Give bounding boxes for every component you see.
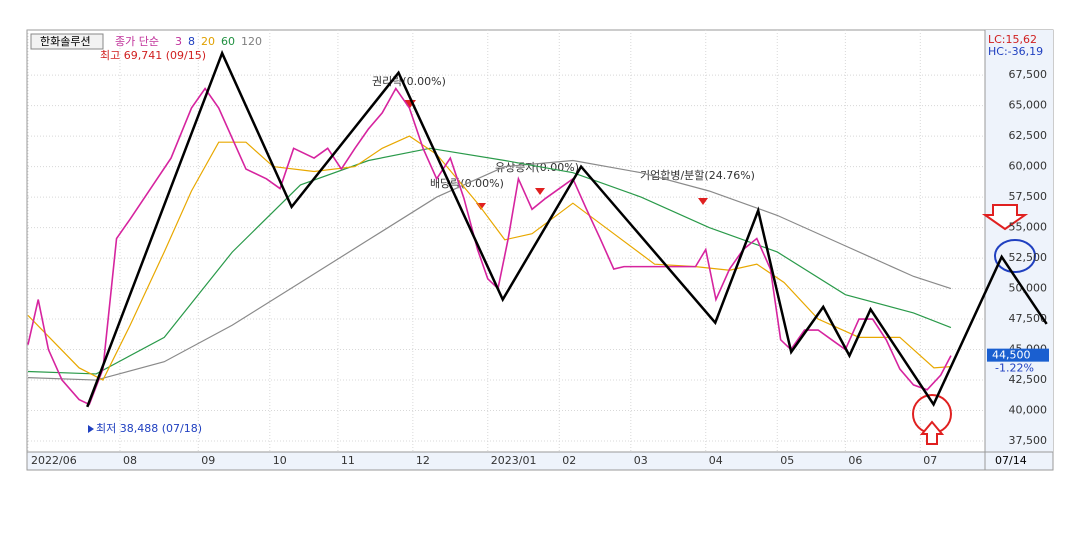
y-tick-label: 65,000 — [1009, 99, 1048, 112]
y-tick-label: 40,000 — [1009, 404, 1048, 417]
legend-entry: 120 — [241, 35, 262, 48]
hc-label: HC:-36,19 — [988, 45, 1043, 58]
price-line — [27, 147, 952, 375]
last-price-box — [987, 348, 1049, 362]
price-line — [27, 159, 952, 381]
x-tick-label: 2023/01 — [491, 454, 537, 467]
price-line — [27, 135, 951, 381]
y-tick-label: 42,500 — [1009, 373, 1048, 386]
x-tick-label: 09 — [201, 454, 215, 467]
x-tick-label: 03 — [634, 454, 648, 467]
legend-entry: 3 — [175, 35, 182, 48]
x-tick-label: 05 — [780, 454, 794, 467]
y-tick-label: 55,000 — [1009, 221, 1048, 234]
x-tick-label: 12 — [416, 454, 430, 467]
x-tick-label: 08 — [123, 454, 137, 467]
x-tick-label: 02 — [562, 454, 576, 467]
y-tick-label: 57,500 — [1009, 190, 1048, 203]
y-tick-label: 37,500 — [1009, 434, 1048, 447]
x-tick-label: 10 — [273, 454, 287, 467]
stock-name: 한화솔루션 — [40, 35, 91, 48]
high-label: 최고 69,741 (09/15) — [100, 49, 206, 62]
price-line — [86, 49, 1048, 408]
y-tick-label: 50,000 — [1009, 282, 1048, 295]
y-tick-label: 67,500 — [1009, 68, 1048, 81]
event-label: 권리락(0.00%) — [372, 75, 446, 88]
x-tick-label: 07 — [923, 454, 937, 467]
y-tick-label: 62,500 — [1009, 129, 1048, 142]
down-arrow — [981, 204, 1029, 231]
low-label: 최저 38,488 (07/18) — [96, 422, 202, 435]
x-tick-label: 04 — [709, 454, 723, 467]
y-tick-label: 60,000 — [1009, 160, 1048, 173]
legend-entry: 60 — [221, 35, 235, 48]
last-price: 44,500 — [992, 349, 1031, 362]
x-tick-label: 2022/06 — [31, 454, 77, 467]
name-box[interactable] — [30, 33, 104, 50]
up-arrow — [919, 420, 945, 445]
highlight-circle — [994, 239, 1036, 273]
low-arrow — [88, 425, 94, 433]
lc-label: LC:15,62 — [988, 33, 1037, 46]
date-label: 07/14 — [995, 454, 1027, 467]
legend-entry: 20 — [201, 35, 215, 48]
panel — [26, 29, 1054, 471]
event-label: 유상증자(0.00%) — [495, 161, 579, 174]
last-change: -1.22% — [995, 362, 1034, 375]
event-label: 기업합병/분할(24.76%) — [640, 169, 755, 182]
x-tick-label: 11 — [341, 454, 355, 467]
x-tick-label: 06 — [848, 454, 862, 467]
legend-entry: 8 — [188, 35, 195, 48]
y-tick-label: 52,500 — [1009, 251, 1048, 264]
x-axis-panel — [26, 451, 1054, 471]
legend-title: 종가 단순 — [115, 35, 159, 48]
y-tick-label: 47,500 — [1009, 312, 1048, 325]
